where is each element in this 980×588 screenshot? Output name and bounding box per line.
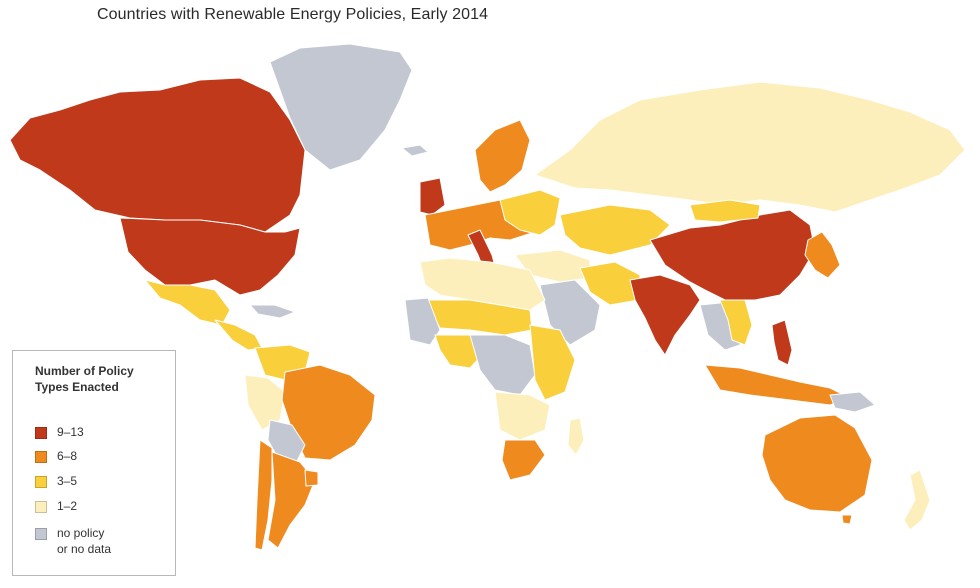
legend-swatch [35, 528, 47, 540]
region-greenland [269, 43, 413, 171]
region-madagascar [567, 417, 585, 456]
region-scandinavia [474, 119, 531, 193]
legend-label: 3–5 [57, 474, 78, 488]
legend-swatch [35, 501, 47, 513]
legend-label: no policy [57, 526, 105, 540]
map-legend: Number of Policy Types Enacted 9–13 6–8 … [12, 350, 176, 576]
legend-title-line1: Number of Policy [35, 364, 134, 378]
legend-title-line2: Types Enacted [35, 380, 119, 394]
legend-swatch [35, 427, 47, 439]
region-usa [119, 217, 301, 296]
legend-title: Number of Policy Types Enacted [35, 363, 165, 395]
legend-label: 6–8 [57, 449, 78, 463]
region-central-america [214, 319, 263, 351]
region-west-africa [404, 297, 441, 346]
region-mexico [144, 279, 231, 326]
region-brazil [281, 364, 376, 461]
region-mongolia [689, 199, 761, 223]
region-east-africa [529, 324, 576, 401]
region-uruguay [304, 469, 319, 487]
region-south-africa [501, 439, 546, 481]
region-argentina [267, 451, 316, 549]
legend-swatch [35, 451, 47, 463]
region-new-guinea [829, 391, 876, 413]
region-peru-ecuador [244, 374, 286, 431]
legend-swatch [35, 476, 47, 488]
region-thailand-vietnam [719, 299, 753, 346]
region-southern-africa-mid [494, 391, 551, 441]
region-india [629, 274, 701, 356]
legend-label: 9–13 [57, 425, 84, 439]
region-russia [534, 81, 966, 213]
region-eastern-europe [499, 189, 561, 236]
region-uk-ireland [419, 177, 446, 216]
legend-label: 1–2 [57, 499, 78, 513]
region-kazakhstan-central-asia [559, 204, 671, 256]
map-title: Countries with Renewable Energy Policies… [97, 6, 489, 23]
region-tasmania [841, 514, 853, 525]
region-canada [9, 77, 306, 233]
region-new-zealand [903, 469, 931, 531]
region-philippines [771, 319, 793, 366]
region-central-africa [469, 334, 536, 396]
region-indonesia [704, 364, 851, 406]
regions [9, 43, 966, 551]
region-china [649, 209, 816, 301]
region-australia [761, 414, 873, 513]
region-caribbean [249, 304, 296, 319]
region-korea-japan [804, 231, 841, 279]
legend-label-line2: or no data [57, 542, 112, 556]
region-iceland [401, 144, 429, 157]
